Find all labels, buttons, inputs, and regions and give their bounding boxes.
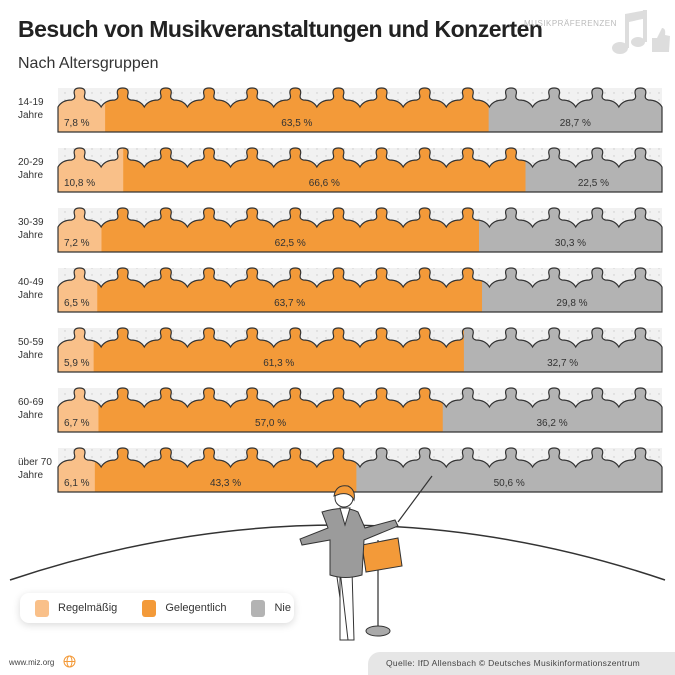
- conductor-illustration: [299, 475, 433, 641]
- data-label: 36,2 %: [537, 418, 568, 429]
- data-label: 50,6 %: [494, 478, 525, 489]
- category-label: Jahre: [18, 470, 43, 481]
- legend-swatch: [251, 599, 266, 617]
- globe-icon: [63, 655, 76, 668]
- legend: Regelmäßig Gelegentlich Nie: [20, 593, 294, 623]
- data-label: 28,7 %: [560, 118, 591, 129]
- bar-segment-gelegentlich: [105, 88, 490, 132]
- silhouette-outline: [57, 267, 663, 313]
- category-label: 50-59: [18, 337, 44, 348]
- silhouette-outline: [57, 87, 663, 133]
- data-label: 7,2 %: [64, 238, 90, 249]
- data-label: 32,7 %: [547, 358, 578, 369]
- data-label: 43,3 %: [210, 478, 241, 489]
- category-label: 14-19: [18, 97, 44, 108]
- legend-item-gelegentlich: Gelegentlich: [142, 599, 227, 617]
- silhouette-outline: [57, 327, 663, 373]
- legend-item-nie: Nie: [251, 599, 291, 617]
- silhouette-outline: [57, 447, 663, 493]
- category-label: Jahre: [18, 110, 43, 121]
- silhouette-outline: [57, 147, 663, 193]
- music-note-thumbs-up-icon: [612, 10, 670, 54]
- data-label: 63,7 %: [274, 298, 305, 309]
- legend-label: Nie: [274, 602, 291, 614]
- silhouette-outline: [57, 207, 663, 253]
- data-label: 6,1 %: [64, 478, 90, 489]
- data-label: 29,8 %: [556, 298, 587, 309]
- category-label: 40-49: [18, 277, 44, 288]
- footer-url[interactable]: www.miz.org: [9, 658, 55, 667]
- data-label: 62,5 %: [275, 238, 306, 249]
- data-label: 10,8 %: [64, 178, 95, 189]
- data-label: 7,8 %: [64, 118, 90, 129]
- chart-subtitle: Nach Altersgruppen: [18, 55, 159, 72]
- data-label: 61,3 %: [263, 358, 294, 369]
- brand-label: MUSIKPRÄFERENZEN: [524, 19, 617, 28]
- legend-swatch: [142, 599, 157, 617]
- category-label: 20-29: [18, 157, 44, 168]
- legend-label: Gelegentlich: [165, 602, 227, 614]
- legend-swatch: [35, 599, 49, 617]
- category-label: 60-69: [18, 397, 44, 408]
- data-label: 6,7 %: [64, 418, 90, 429]
- data-label: 30,3 %: [555, 238, 586, 249]
- silhouette-outline: [57, 387, 663, 433]
- data-label: 22,5 %: [578, 178, 609, 189]
- data-label: 6,5 %: [64, 298, 90, 309]
- chart-title: Besuch von Musikveranstaltungen und Konz…: [18, 16, 543, 42]
- category-label: Jahre: [18, 410, 43, 421]
- category-label: Jahre: [18, 290, 43, 301]
- legend-item-regelmaessig: Regelmäßig: [35, 599, 118, 617]
- category-label: Jahre: [18, 230, 43, 241]
- data-label: 63,5 %: [281, 118, 312, 129]
- category-label: Jahre: [18, 350, 43, 361]
- legend-label: Regelmäßig: [58, 602, 118, 614]
- data-label: 66,6 %: [309, 178, 340, 189]
- data-label: 57,0 %: [255, 418, 286, 429]
- category-label: über 70: [18, 457, 52, 468]
- category-label: 30-39: [18, 217, 44, 228]
- category-label: Jahre: [18, 170, 43, 181]
- source-note: Quelle: IfD Allensbach © Deutsches Musik…: [368, 652, 675, 675]
- data-label: 5,9 %: [64, 358, 90, 369]
